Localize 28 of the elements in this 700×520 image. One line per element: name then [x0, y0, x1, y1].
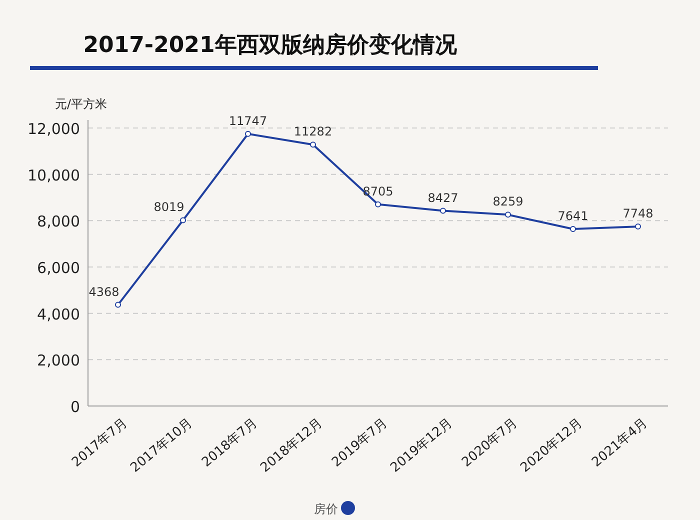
legend-label: 房价	[314, 502, 338, 516]
y-tick-label: 2,000	[37, 352, 80, 370]
chart-title: 2017-2021年西双版纳房价变化情况	[83, 32, 458, 58]
data-label: 4368	[88, 284, 120, 299]
y-tick-label: 4,000	[37, 305, 80, 324]
y-tick-label: 6,000	[37, 259, 80, 277]
y-tick-label: 8,000	[37, 212, 80, 231]
data-label: 7748	[622, 206, 654, 221]
point	[570, 226, 576, 232]
point	[505, 212, 511, 218]
point	[310, 142, 316, 148]
data-label: 8019	[154, 200, 184, 214]
data-label: 7641	[558, 208, 588, 223]
point	[375, 201, 381, 208]
data-label: 11747	[228, 114, 268, 128]
y-axis-title: 元/平方米	[55, 97, 108, 111]
data-label: 8427	[428, 190, 458, 205]
y-tick-label: 10,000	[28, 166, 80, 184]
y-tick-label: 12,000	[28, 120, 80, 138]
data-label: 8705	[362, 184, 394, 198]
data-label: 11282	[294, 124, 332, 139]
data-label: 8259	[492, 194, 524, 209]
point	[245, 130, 251, 137]
point	[440, 208, 446, 214]
point	[115, 302, 121, 308]
point	[180, 217, 186, 224]
y-tick-label: 0	[70, 398, 80, 416]
point	[635, 224, 641, 230]
